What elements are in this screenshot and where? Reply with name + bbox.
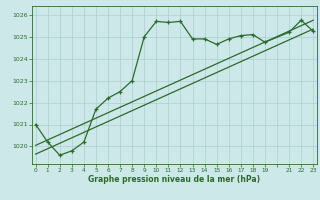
X-axis label: Graphe pression niveau de la mer (hPa): Graphe pression niveau de la mer (hPa) — [88, 175, 260, 184]
